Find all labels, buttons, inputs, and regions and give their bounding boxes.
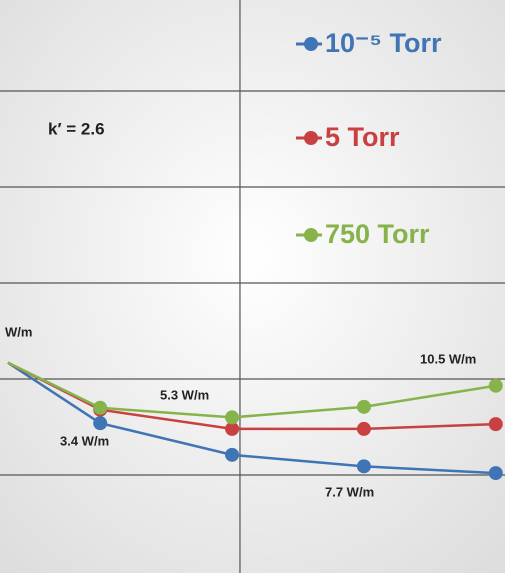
legend-label: 5 Torr — [325, 122, 400, 152]
legend-label: 10⁻⁵ Torr — [325, 28, 442, 58]
data-point — [488, 466, 503, 481]
annotation: 3.4 W/m — [60, 433, 109, 448]
annotation: W/m — [5, 324, 32, 339]
annotation: 7.7 W/m — [325, 484, 374, 499]
legend-marker — [304, 37, 318, 51]
legend-label: 750 Torr — [325, 219, 430, 249]
legend-marker — [304, 131, 318, 145]
data-point — [225, 410, 240, 425]
data-point — [488, 378, 503, 393]
data-point — [93, 416, 108, 431]
annotation: k′ = 2.6 — [48, 119, 105, 138]
annotation: 5.3 W/m — [160, 387, 209, 402]
data-point — [225, 447, 240, 462]
annotation: 10.5 W/m — [420, 351, 476, 366]
data-point — [356, 399, 371, 414]
legend-marker — [304, 228, 318, 242]
data-point — [356, 459, 371, 474]
data-point — [356, 421, 371, 436]
data-point — [225, 421, 240, 436]
data-point — [488, 417, 503, 432]
data-point — [93, 400, 108, 415]
